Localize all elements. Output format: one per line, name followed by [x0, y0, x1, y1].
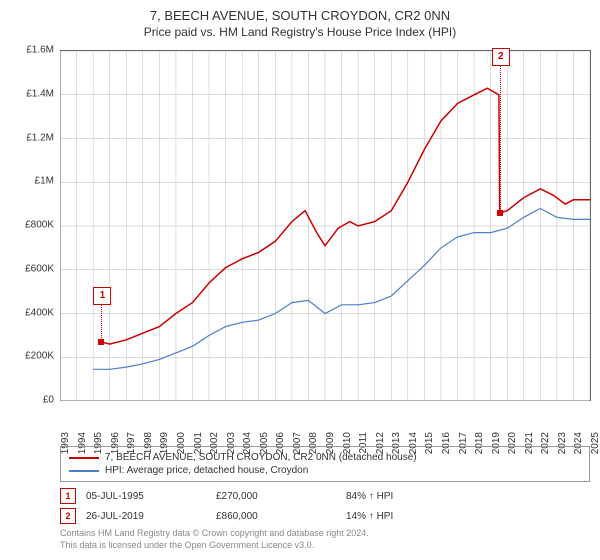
chart-subtitle: Price paid vs. HM Land Registry's House …: [0, 25, 600, 39]
sales-cell-date: 05-JUL-1995: [86, 491, 206, 502]
y-axis: £0£200K£400K£600K£800K£1M£1.2M£1.4M£1.6M: [0, 50, 58, 400]
plot-svg: [60, 51, 590, 401]
marker-point: [98, 339, 104, 345]
y-tick-label: £200K: [25, 351, 54, 362]
y-tick-label: £1.6M: [26, 45, 54, 56]
y-tick-label: £1.2M: [26, 132, 54, 143]
legend-label: 7, BEECH AVENUE, SOUTH CROYDON, CR2 0NN …: [105, 452, 417, 463]
legend-swatch: [69, 470, 99, 472]
series-property: [101, 88, 590, 344]
legend-row: HPI: Average price, detached house, Croy…: [69, 464, 581, 477]
sales-marker: 2: [60, 508, 76, 524]
sales-cell-hpi_text: 84% ↑ HPI: [346, 491, 466, 502]
footer: Contains HM Land Registry data © Crown c…: [60, 528, 590, 551]
sales-cell-hpi_text: 14% ↑ HPI: [346, 511, 466, 522]
plot-area: 12: [60, 50, 591, 401]
marker-line: [101, 305, 102, 342]
sales-cell-price: £270,000: [216, 491, 336, 502]
legend-row: 7, BEECH AVENUE, SOUTH CROYDON, CR2 0NN …: [69, 451, 581, 464]
chart-container: 7, BEECH AVENUE, SOUTH CROYDON, CR2 0NN …: [0, 0, 600, 560]
footer-line-1: Contains HM Land Registry data © Crown c…: [60, 528, 590, 540]
sales-table: 1 05-JUL-1995 £270,000 84% ↑ HPI 2 26-JUL-201…: [60, 486, 590, 526]
y-tick-label: £1.4M: [26, 88, 54, 99]
sales-cell-date: 26-JUL-2019: [86, 511, 206, 522]
sales-row: 1 05-JUL-1995 £270,000 84% ↑ HPI: [60, 486, 590, 506]
marker-label: 1: [93, 287, 111, 305]
x-axis: 1993199419951996199719981999200020012002…: [60, 402, 590, 442]
y-tick-label: £800K: [25, 220, 54, 231]
y-tick-label: £0: [43, 395, 54, 406]
sales-row: 2 26-JUL-2019 £860,000 14% ↑ HPI: [60, 506, 590, 526]
y-tick-label: £1M: [35, 176, 54, 187]
title-block: 7, BEECH AVENUE, SOUTH CROYDON, CR2 0NN …: [0, 0, 600, 39]
legend-label: HPI: Average price, detached house, Croy…: [105, 465, 308, 476]
sales-cell-price: £860,000: [216, 511, 336, 522]
footer-line-2: This data is licensed under the Open Gov…: [60, 540, 590, 552]
legend: 7, BEECH AVENUE, SOUTH CROYDON, CR2 0NN …: [60, 446, 590, 482]
x-tick-label: 2025: [590, 432, 600, 454]
legend-swatch: [69, 457, 99, 459]
sales-marker: 1: [60, 488, 76, 504]
y-tick-label: £600K: [25, 263, 54, 274]
y-tick-label: £400K: [25, 307, 54, 318]
marker-line: [500, 66, 501, 213]
marker-label: 2: [492, 48, 510, 66]
chart-title: 7, BEECH AVENUE, SOUTH CROYDON, CR2 0NN: [0, 8, 600, 23]
marker-point: [497, 210, 503, 216]
